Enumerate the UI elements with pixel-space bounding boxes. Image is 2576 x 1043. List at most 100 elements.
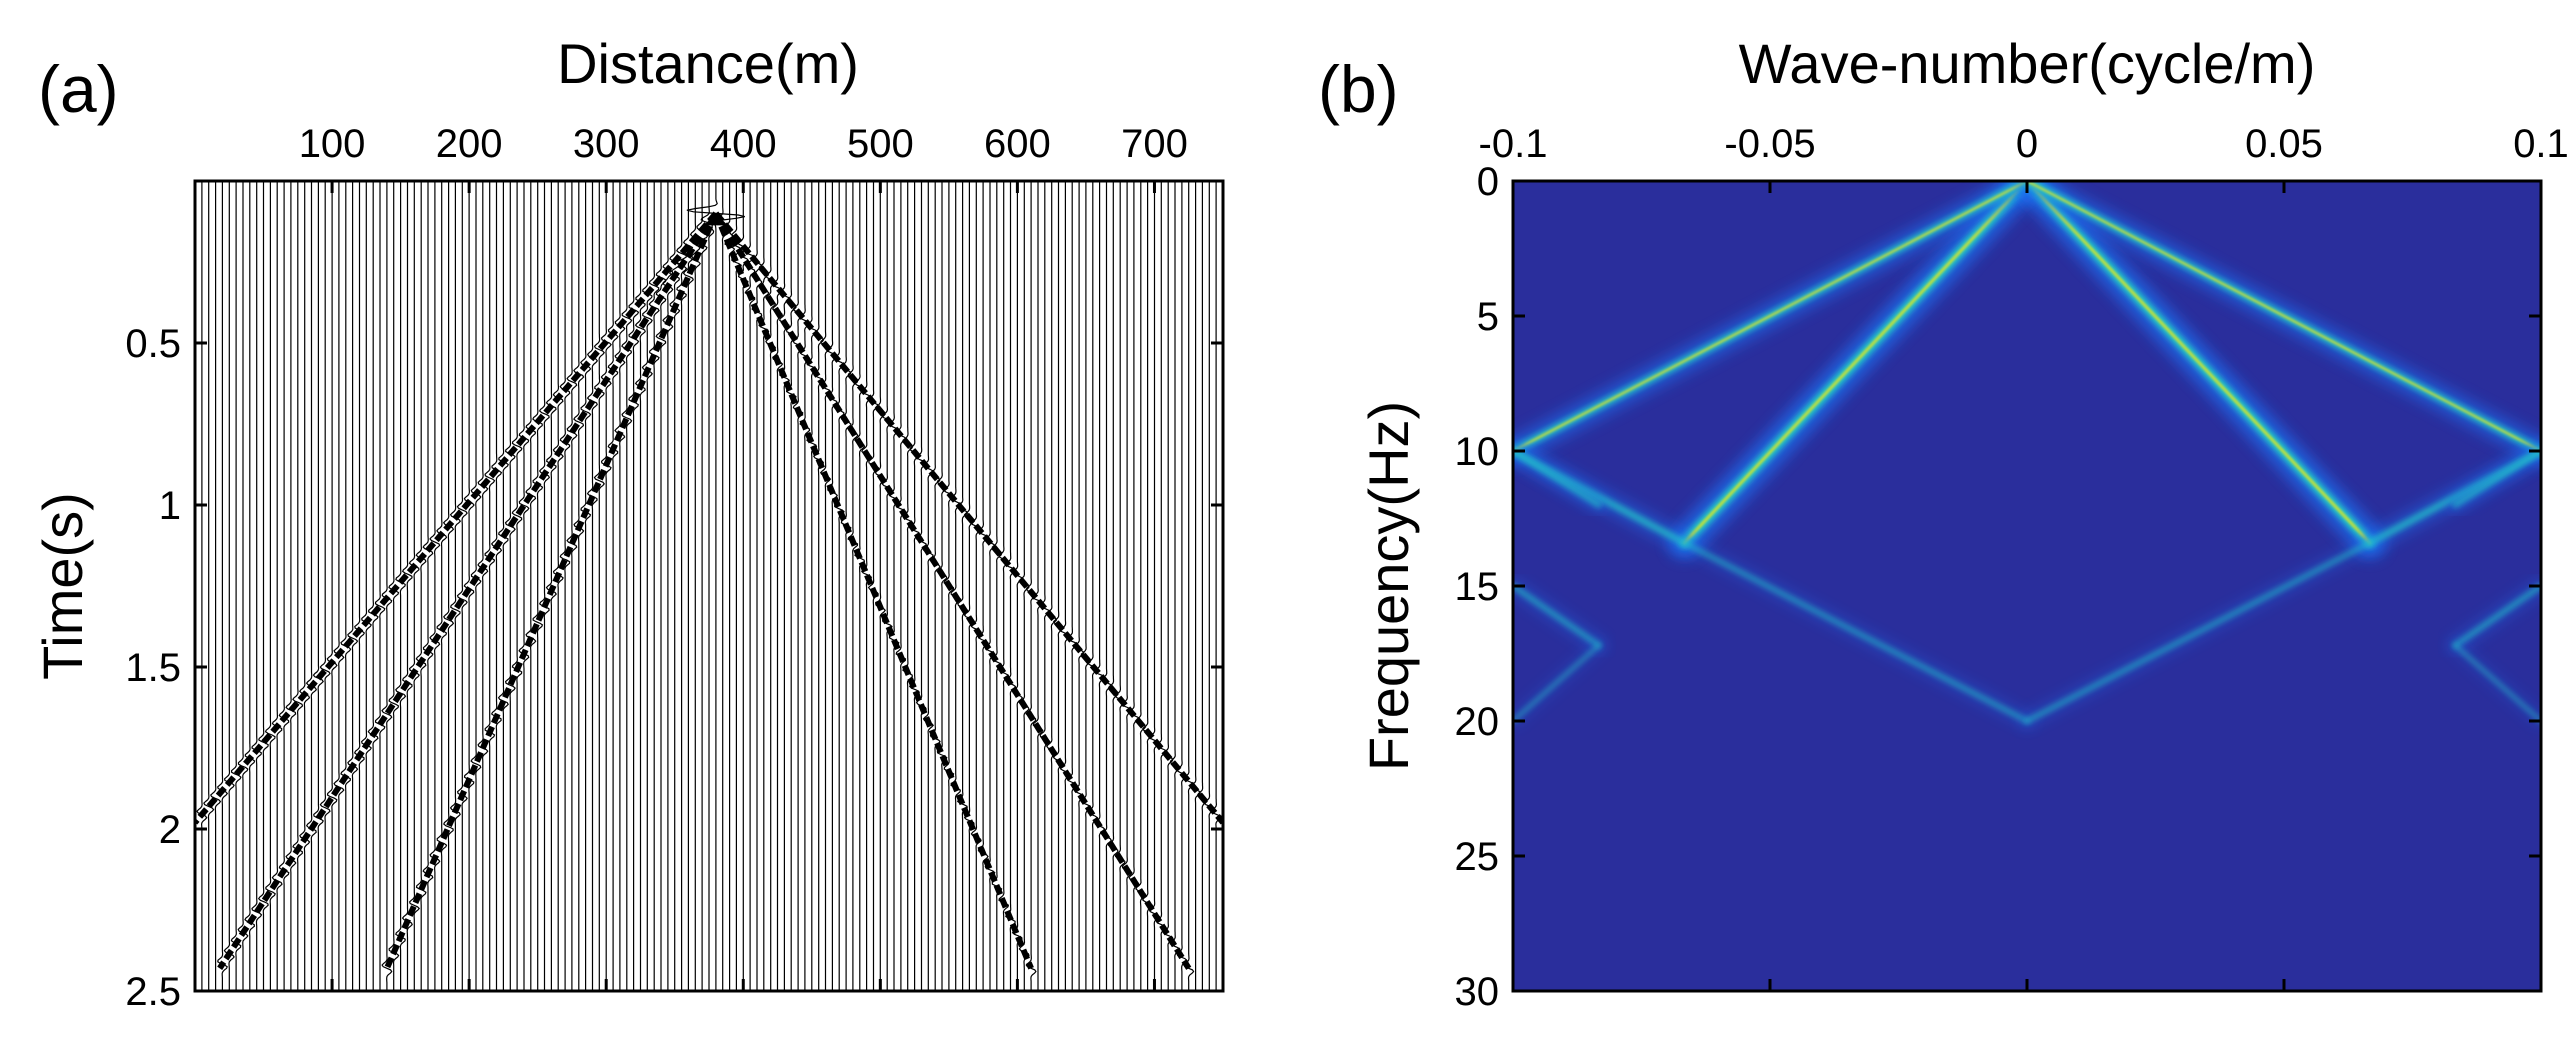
panel-a-x-tick-label: 600 bbox=[984, 122, 1051, 166]
wiggle-trace bbox=[196, 181, 208, 991]
wiggle-trace bbox=[826, 181, 838, 991]
wiggle-trace bbox=[230, 181, 242, 991]
wiggle-trace bbox=[1128, 181, 1140, 991]
wiggle-trace bbox=[340, 181, 352, 991]
panel-b-y-tick-label: 30 bbox=[1455, 970, 1500, 1014]
panel-a-axes: 100 200 300 400 500 600 700 0.5 1 1.5 2 2.5 bbox=[125, 122, 1223, 1014]
wiggle-trace bbox=[319, 181, 331, 991]
wiggle-trace bbox=[217, 181, 229, 991]
wiggle-trace bbox=[422, 181, 434, 991]
wiggle-trace bbox=[532, 181, 544, 991]
wiggle-trace bbox=[915, 181, 927, 991]
panel-b-x-tick-label: 0.1 bbox=[2513, 122, 2569, 166]
wiggle-trace bbox=[1011, 181, 1024, 991]
wiggle-trace bbox=[929, 181, 941, 991]
wiggle-trace bbox=[1046, 181, 1058, 991]
panel-b-y-axis-title: Frequency(Hz) bbox=[1357, 401, 1420, 771]
wiggle-trace bbox=[305, 181, 318, 991]
wiggle-trace bbox=[237, 181, 249, 991]
wiggle-trace bbox=[607, 181, 619, 991]
wiggle-trace bbox=[1073, 181, 1085, 991]
wiggle-trace bbox=[580, 181, 592, 991]
wiggle-trace bbox=[765, 181, 777, 991]
wiggle-trace bbox=[257, 181, 269, 991]
seismic-event-left-middle bbox=[217, 211, 719, 970]
seismic-event-right-middle bbox=[713, 211, 1192, 970]
wiggle-trace bbox=[511, 181, 523, 991]
wiggle-trace bbox=[490, 181, 503, 991]
panel-b-x-tick-label: 0 bbox=[2016, 122, 2038, 166]
wiggle-trace bbox=[559, 181, 571, 991]
wiggle-trace bbox=[1176, 181, 1188, 991]
wiggle-trace bbox=[634, 181, 646, 991]
wiggle-trace bbox=[778, 181, 790, 991]
panel-a-x-tick-label: 400 bbox=[710, 122, 777, 166]
wiggle-trace bbox=[895, 181, 907, 991]
wiggle-trace bbox=[1149, 181, 1161, 991]
wiggle-trace bbox=[429, 181, 441, 991]
fk-energy-alias-right-4 bbox=[2446, 442, 2541, 514]
fk-energy-alias-left-2 bbox=[1677, 535, 2034, 728]
fk-energy-alias-right-2 bbox=[2020, 535, 2377, 728]
wiggle-trace bbox=[518, 181, 530, 991]
wiggle-trace bbox=[395, 181, 407, 991]
panel-a-y-tick-label: 1.5 bbox=[125, 646, 181, 690]
wiggle-trace bbox=[1190, 181, 1201, 991]
wiggle-trace bbox=[210, 181, 222, 991]
wiggle-trace bbox=[203, 181, 215, 991]
wiggle-trace bbox=[813, 181, 825, 991]
seismic-event-left-inner bbox=[384, 212, 719, 970]
wiggle-trace bbox=[436, 181, 448, 991]
fk-energy-primary-right bbox=[2011, 181, 2386, 559]
wiggle-trace bbox=[888, 181, 900, 991]
wiggle-trace bbox=[806, 181, 818, 991]
wiggle-trace bbox=[251, 181, 263, 991]
fk-energy-secondary-left bbox=[1513, 181, 2040, 464]
wiggle-trace bbox=[936, 181, 948, 991]
wiggle-trace bbox=[449, 181, 462, 991]
wiggle-trace bbox=[1025, 181, 1037, 991]
wiggle-trace bbox=[1080, 181, 1092, 991]
wiggle-trace bbox=[1052, 181, 1065, 991]
wiggle-trace bbox=[415, 181, 427, 991]
panel-b-y-tick-label: 5 bbox=[1477, 295, 1499, 339]
panel-a-y-tick-label: 2 bbox=[159, 808, 181, 852]
seismic-event-right-inner bbox=[713, 212, 1034, 970]
wiggle-trace bbox=[347, 181, 359, 991]
wiggle-trace bbox=[621, 181, 633, 991]
panel-a-x-tick-label: 200 bbox=[436, 122, 503, 166]
wiggle-trace bbox=[991, 181, 1003, 991]
wiggle-trace bbox=[1039, 181, 1051, 991]
wiggle-trace bbox=[264, 181, 276, 991]
wiggle-trace bbox=[1203, 181, 1215, 991]
wiggle-trace bbox=[593, 181, 605, 991]
wiggle-trace bbox=[963, 181, 976, 991]
wiggle-trace bbox=[662, 181, 674, 991]
wiggle-trace bbox=[1087, 181, 1099, 991]
fk-energy-alias-right-3 bbox=[2447, 578, 2541, 653]
wiggle-trace bbox=[881, 181, 893, 991]
wiggle-trace bbox=[312, 181, 324, 991]
wiggle-trace bbox=[408, 181, 421, 991]
wiggle-trace bbox=[833, 181, 845, 991]
wiggle-trace bbox=[1094, 181, 1106, 991]
wiggle-trace bbox=[1210, 181, 1222, 991]
panel-b-x-tick-label: 0.05 bbox=[2245, 122, 2323, 166]
wiggle-trace bbox=[497, 181, 509, 991]
wiggle-trace bbox=[299, 181, 311, 991]
fk-energy-alias-left-5 bbox=[1513, 639, 1605, 727]
wiggle-trace bbox=[442, 181, 455, 991]
panel-b-y-tick-label: 10 bbox=[1455, 430, 1500, 474]
wiggle-trace bbox=[700, 181, 715, 991]
panel-b-y-tick-label: 0 bbox=[1477, 160, 1499, 204]
wiggle-trace bbox=[655, 181, 667, 991]
panel-a-x-tick-label: 500 bbox=[847, 122, 914, 166]
wiggle-trace bbox=[998, 181, 1010, 991]
panel-a-plot-frame bbox=[193, 179, 1225, 993]
wiggle-trace bbox=[1162, 181, 1174, 991]
wiggle-trace bbox=[552, 181, 564, 991]
wiggle-trace bbox=[1183, 181, 1195, 991]
wiggle-trace bbox=[977, 181, 989, 991]
wiggle-trace bbox=[682, 181, 694, 991]
